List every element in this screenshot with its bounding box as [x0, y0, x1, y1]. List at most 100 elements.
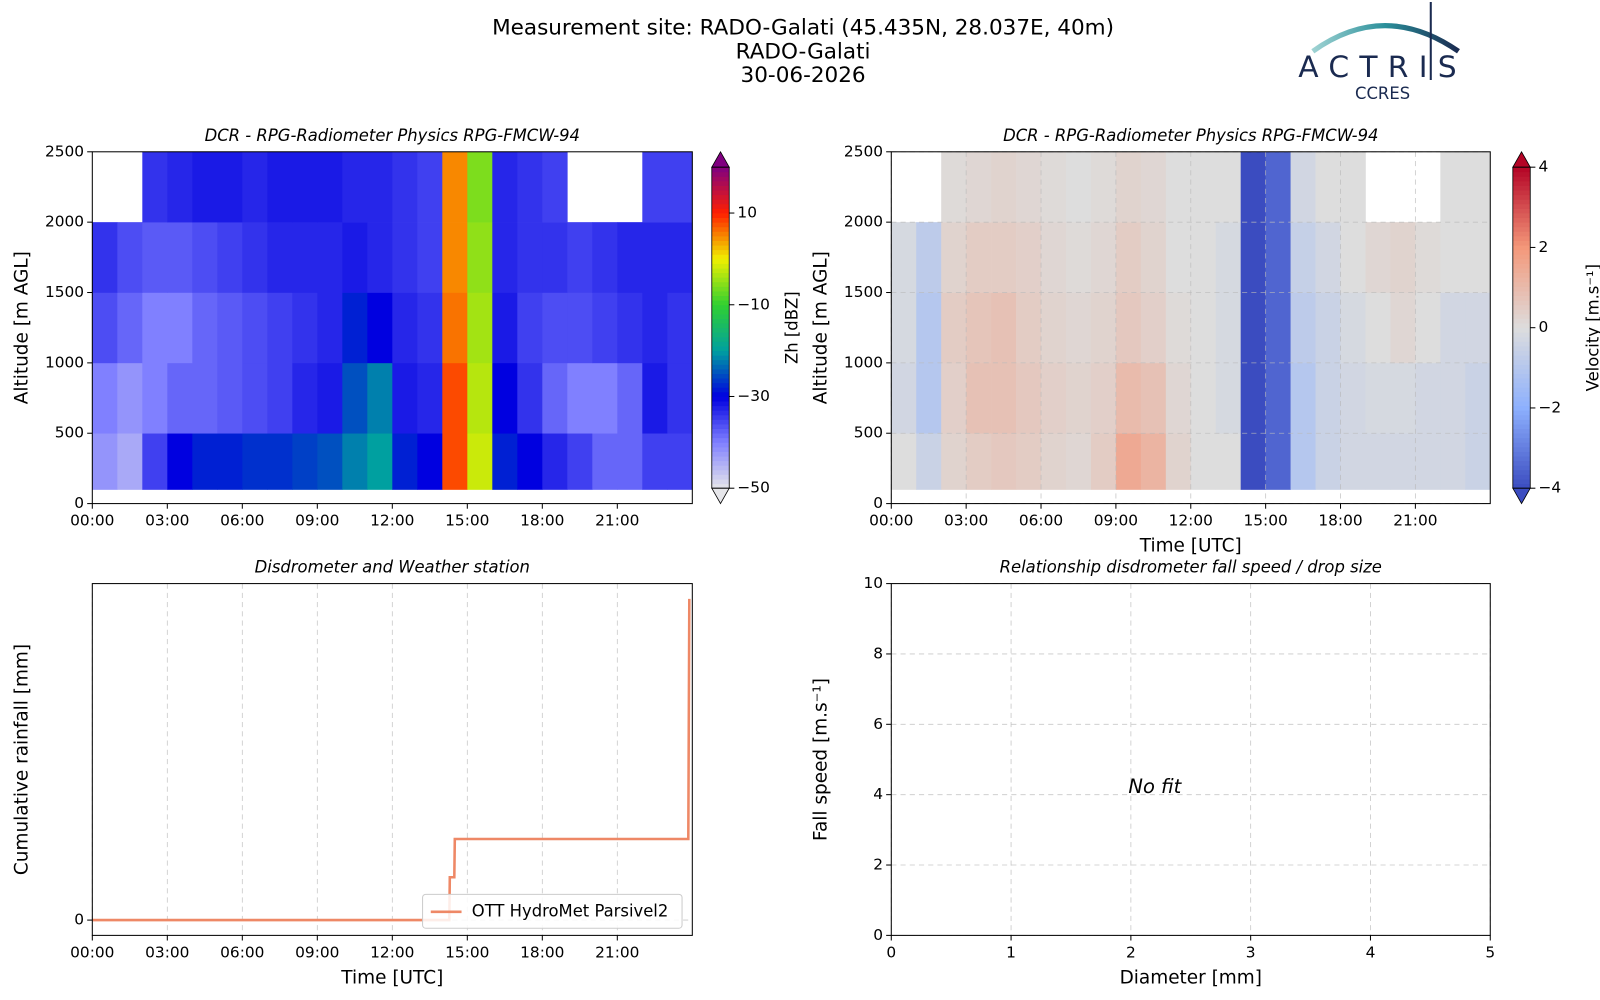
heat-cell: [1115, 292, 1142, 364]
x-tick-label: 09:00: [295, 512, 339, 530]
heat-cell: [342, 292, 368, 364]
colorbar-step: [711, 378, 730, 384]
colorbar-step: [711, 304, 730, 310]
heat-cell: [1465, 222, 1491, 293]
colorbar-step: [1512, 424, 1531, 429]
colorbar-step: [711, 240, 730, 246]
heat-cell: [1140, 362, 1167, 434]
heat-cell: [1090, 151, 1117, 223]
heat-cell: [217, 151, 243, 223]
colorbar-step: [711, 208, 730, 214]
colorbar-end: [1512, 487, 1531, 505]
colorbar-step: [1512, 277, 1531, 283]
colorbar-step: [711, 185, 730, 191]
panel: Relationship disdrometer fall speed / dr…: [811, 558, 1496, 989]
colorbar-step: [711, 474, 730, 480]
colorbar-step: [1512, 373, 1531, 379]
colorbar-step: [1512, 479, 1531, 485]
heat-cell: [916, 222, 942, 293]
x-tick-label: 5: [1485, 943, 1495, 961]
colorbar-step: [1512, 286, 1531, 292]
colorbar-label: Velocity [m.s⁻¹]: [1583, 264, 1600, 391]
heat-cell: [966, 433, 992, 490]
heat-cell: [92, 222, 118, 293]
heat-cell: [317, 362, 343, 434]
x-tick-label: 15:00: [445, 512, 489, 530]
heat-cell: [667, 222, 693, 293]
colorbar-label: Zh [dBZ]: [782, 291, 801, 364]
heat-cell: [1465, 151, 1491, 223]
heat-cell: [542, 222, 568, 293]
heat-cell: [217, 433, 243, 490]
panel-title: DCR - RPG-Radiometer Physics RPG-FMCW-94: [205, 126, 580, 145]
heat-cell: [542, 362, 568, 434]
x-tick-label: 21:00: [595, 512, 639, 530]
heat-cell: [317, 292, 343, 364]
heat-cell: [941, 362, 967, 434]
heat-cell: [1240, 222, 1266, 293]
x-tick-label: 09:00: [1094, 512, 1138, 530]
heat-cell: [1016, 222, 1042, 293]
heat-cell: [217, 292, 243, 364]
x-tick-label: 0: [886, 943, 896, 961]
colorbar-step: [711, 446, 730, 452]
colorbar-step: [711, 318, 730, 324]
heat-cell: [392, 292, 418, 364]
heat-cell: [517, 433, 543, 490]
colorbar-step: [711, 323, 730, 329]
heat-cell: [292, 362, 318, 434]
y-tick-label: 2: [873, 856, 883, 874]
colorbar-step: [1512, 359, 1531, 365]
colorbar-step: [711, 313, 730, 319]
colorbar-step: [711, 291, 730, 296]
colorbar-step: [1512, 295, 1531, 301]
panel: DCR - RPG-Radiometer Physics RPG-FMCW-94…: [811, 126, 1600, 557]
heat-cell: [367, 222, 393, 293]
heat-cell: [267, 151, 293, 223]
heat-cell: [1215, 433, 1241, 490]
heat-cell: [1090, 222, 1117, 293]
heat-cell: [1190, 292, 1217, 364]
colorbar-step: [711, 263, 730, 269]
heat-cell: [1065, 433, 1092, 490]
colorbar-step: [711, 387, 730, 393]
x-tick-label: 21:00: [595, 943, 639, 961]
heat-cell: [1190, 222, 1217, 293]
heat-cell: [1365, 362, 1391, 434]
heat-cell: [916, 433, 942, 490]
heat-cell: [342, 151, 368, 223]
heat-cell: [592, 433, 618, 490]
heat-cell: [1215, 362, 1241, 434]
logo-arc: [1311, 23, 1460, 54]
colorbar-step: [1512, 469, 1531, 475]
heat-cell: [1240, 362, 1266, 434]
heat-cell: [891, 222, 917, 293]
colorbar-step: [711, 272, 730, 278]
heat-cell: [1165, 292, 1192, 364]
heat-cell: [617, 292, 643, 364]
annotation: No fit: [1128, 775, 1182, 798]
heat-cell: [1190, 151, 1217, 223]
x-tick-label: 00:00: [70, 512, 114, 530]
heat-cell: [1440, 292, 1466, 364]
heat-cell: [467, 151, 493, 223]
heat-cell: [1440, 151, 1466, 223]
heat-cell: [1390, 362, 1416, 434]
colorbar-step: [711, 213, 730, 219]
heat-cell: [891, 292, 917, 364]
colorbar-step: [1512, 235, 1531, 241]
heat-cell: [567, 222, 593, 293]
heat-cell: [242, 433, 268, 490]
heat-cell: [267, 222, 293, 293]
colorbar-step: [711, 286, 730, 292]
colorbar-tick-label: 10: [737, 204, 757, 222]
heat-cell: [1016, 362, 1042, 434]
colorbar-step: [711, 479, 730, 485]
colorbar-step: [1512, 341, 1531, 347]
colorbar-step: [1512, 378, 1531, 384]
heat-cell: [467, 222, 493, 293]
heat-cell: [567, 362, 593, 434]
colorbar-step: [1512, 318, 1531, 324]
x-tick-label: 12:00: [370, 943, 414, 961]
heat-cell: [442, 362, 468, 434]
